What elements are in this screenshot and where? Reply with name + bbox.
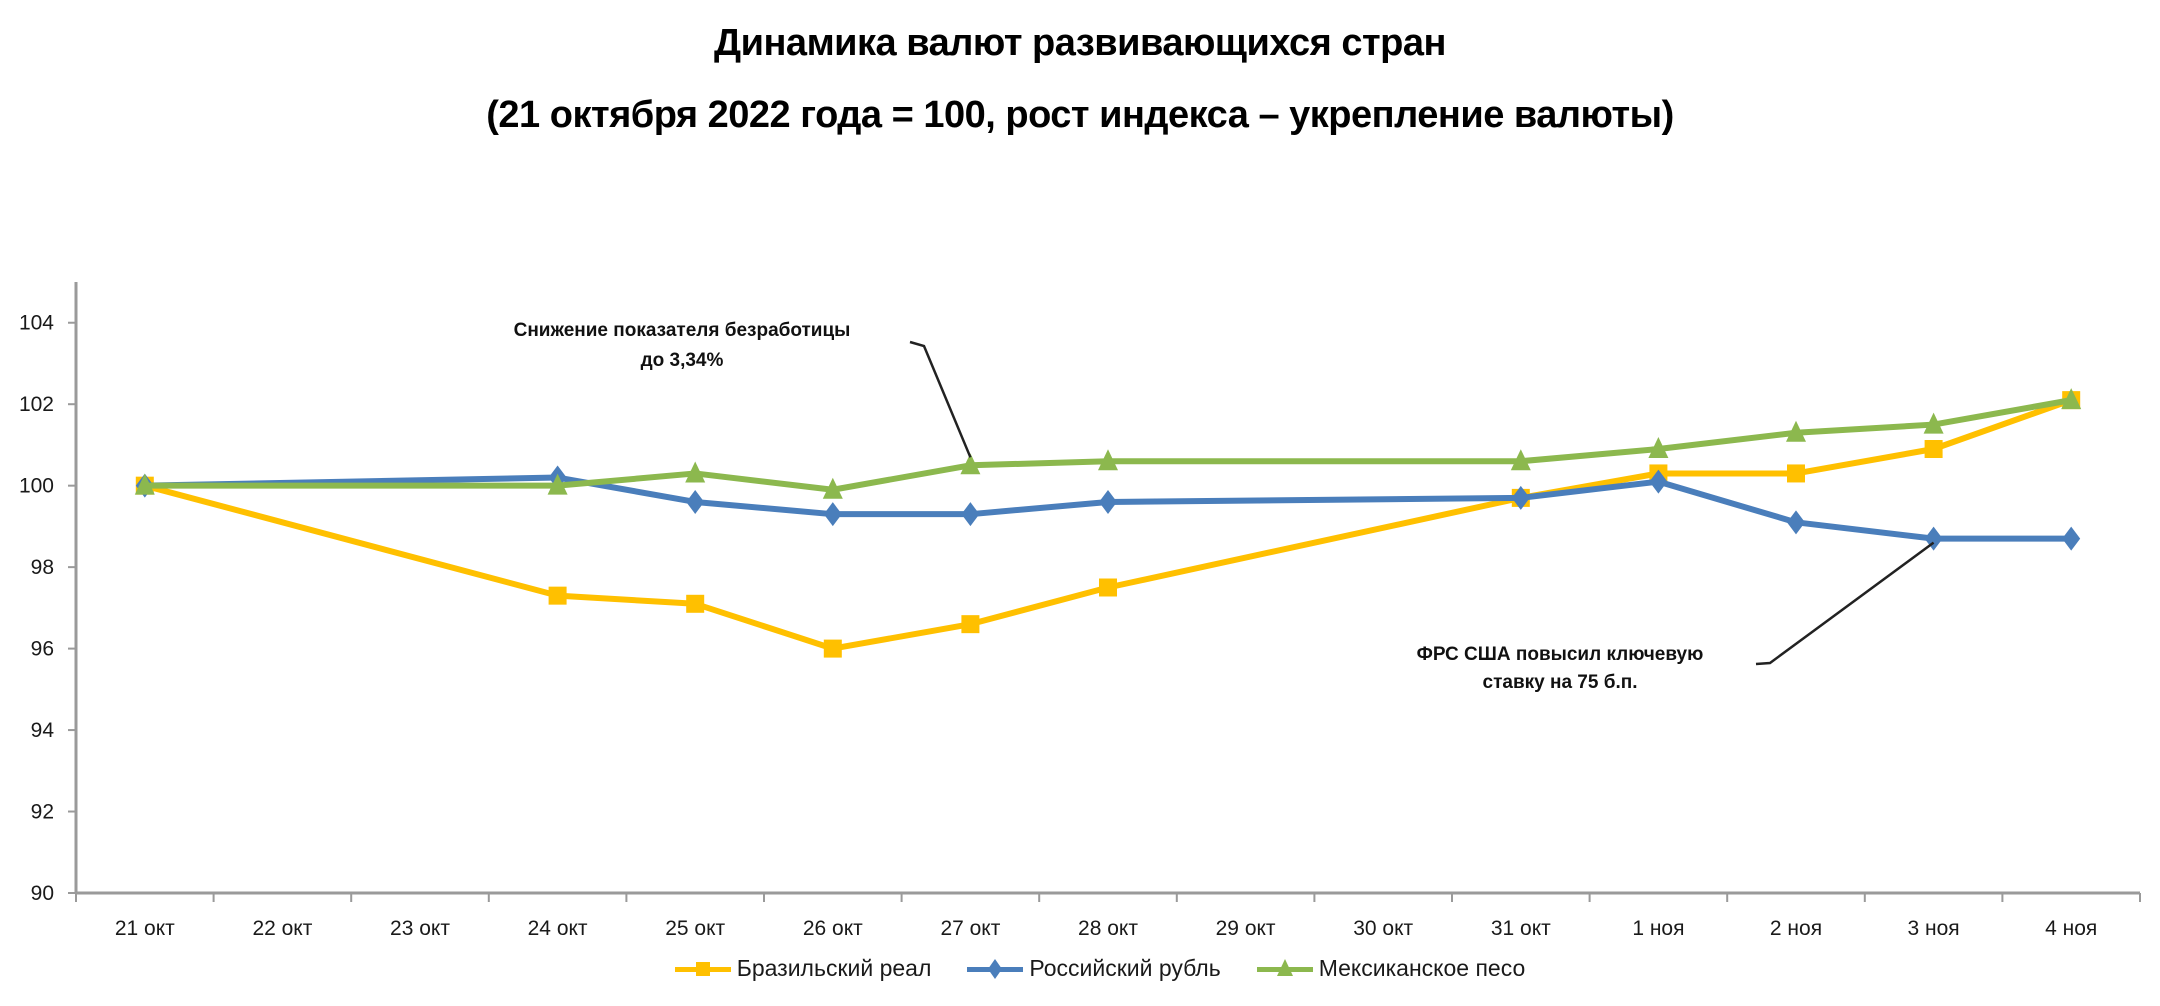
data-point — [547, 473, 568, 495]
data-point — [822, 477, 843, 499]
y-tick-label: 96 — [31, 638, 54, 661]
x-tick-label: 22 окт — [252, 917, 312, 940]
x-tick-label: 4 ноя — [2045, 917, 2097, 940]
x-tick-label: 1 ноя — [1632, 917, 1684, 940]
data-point — [1786, 420, 1806, 442]
x-tick-label: 25 окт — [665, 917, 725, 940]
legend-label: Бразильский реал — [736, 955, 932, 981]
chart-title: Динамика валют развивающихся стран — [714, 22, 1446, 64]
data-point — [961, 502, 980, 527]
x-tick-label: 30 окт — [1353, 917, 1413, 940]
x-tick-label: 3 ноя — [1908, 917, 1960, 940]
data-point — [960, 453, 981, 475]
y-tick-label: 94 — [31, 719, 55, 742]
data-point — [548, 586, 567, 605]
y-tick-label: 92 — [31, 801, 54, 824]
data-point — [1787, 464, 1805, 483]
data-point — [1787, 510, 1805, 535]
legend-label: Мексиканское песо — [1318, 955, 1526, 981]
x-tick-label: 27 окт — [940, 917, 1000, 940]
x-tick-label: 2 ноя — [1770, 917, 1822, 940]
legend-item: Мексиканское песо — [1256, 955, 1526, 982]
data-point — [823, 639, 842, 658]
data-point — [1649, 469, 1668, 494]
data-point — [2061, 388, 2082, 410]
data-point — [1510, 449, 1531, 471]
legend-item: Российский рубль — [967, 955, 1221, 982]
data-point — [1648, 437, 1669, 459]
y-tick-label: 104 — [19, 312, 54, 335]
x-tick-label: 24 окт — [528, 917, 588, 940]
y-tick-label: 100 — [19, 475, 54, 498]
series-lines — [134, 388, 2082, 658]
data-point — [1511, 485, 1530, 510]
annotation-unemployment: Снижение показателя безработицы до 3,34% — [514, 320, 972, 458]
svg-text:Снижение показателя безработиц: Снижение показателя безработицы — [514, 320, 851, 341]
data-point — [1098, 449, 1118, 471]
x-tick-label: 29 окт — [1216, 917, 1276, 940]
x-tick-label: 26 окт — [803, 917, 863, 940]
annotations: Снижение показателя безработицы до 3,34% Ф… — [514, 320, 1935, 693]
legend-item: Бразильский реал — [674, 955, 932, 982]
y-tick-label: 90 — [31, 882, 54, 905]
y-tick-label: 102 — [19, 393, 54, 416]
chart-subtitle: (21 октября 2022 года = 100, рост индекс… — [486, 94, 1674, 136]
x-tick-label: 31 окт — [1491, 917, 1551, 940]
data-point — [134, 473, 155, 495]
data-point — [686, 594, 705, 613]
data-point — [686, 489, 705, 514]
chart-legend: Бразильский реал Российский рубль Мексикан… — [0, 955, 2160, 982]
data-point — [961, 615, 980, 634]
data-point — [1924, 440, 1943, 459]
data-point — [1099, 578, 1117, 597]
legend-label: Российский рубль — [1029, 955, 1221, 981]
diamond-marker-icon — [967, 958, 1024, 979]
svg-text:ставку на 75 б.п.: ставку на 75 б.п. — [1483, 672, 1638, 693]
data-point — [823, 502, 842, 527]
x-tick-label: 21 окт — [115, 917, 175, 940]
x-tick-label: 23 окт — [390, 917, 450, 940]
data-point — [2062, 526, 2081, 551]
square-marker-icon — [674, 959, 731, 979]
svg-text:ФРС США повысил ключевую: ФРС США повысил ключевую — [1417, 644, 1704, 665]
data-point — [685, 461, 706, 483]
axes: 90 92 94 96 98 100 102 104 21 окт 22 окт 23 окт 24 … — [19, 282, 2141, 940]
x-tick-label: 28 окт — [1078, 917, 1138, 940]
data-point — [1099, 489, 1117, 514]
annotation-fed-rate: ФРС США повысил ключевую ставку на 75 б.п… — [1417, 541, 1935, 693]
triangle-marker-icon — [1256, 958, 1313, 979]
svg-text:до 3,34%: до 3,34% — [641, 350, 724, 371]
data-point — [1923, 412, 1944, 434]
series-triangle — [134, 388, 2082, 499]
y-tick-label: 98 — [31, 556, 54, 579]
series-diamond — [135, 465, 2081, 551]
